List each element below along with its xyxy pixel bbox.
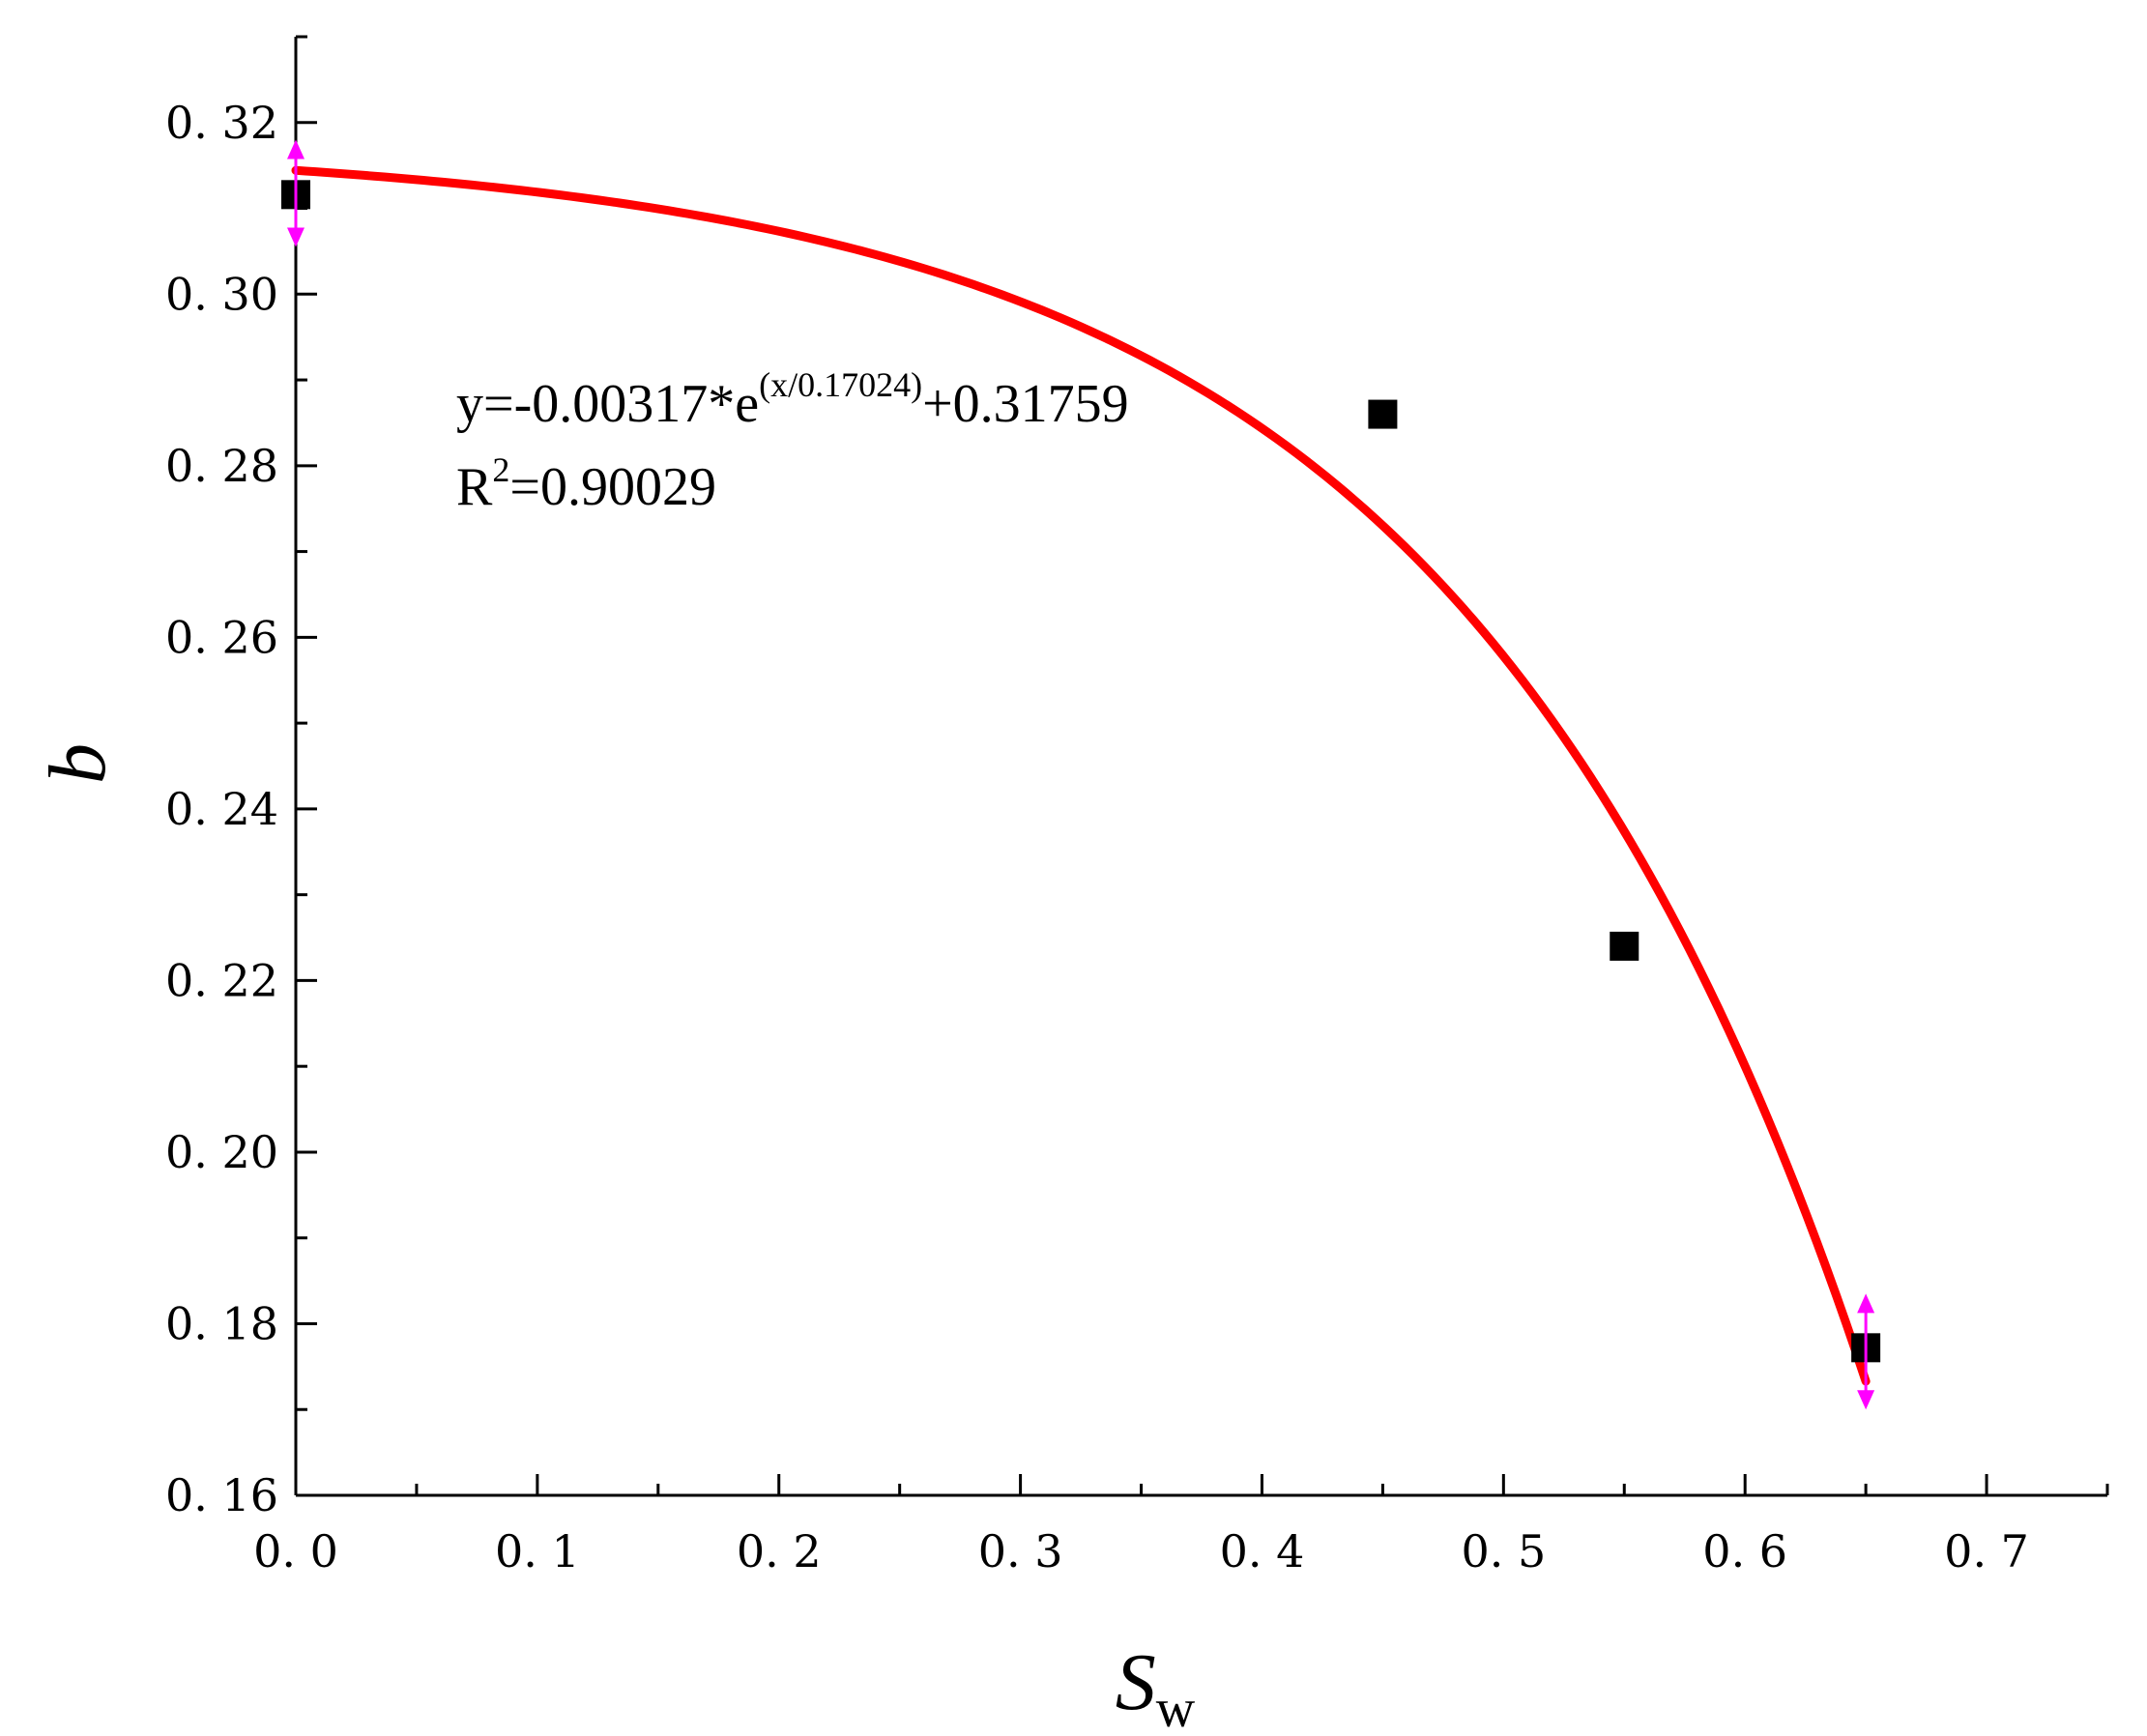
y-tick-label: 0. 26 xyxy=(165,611,278,663)
error-bar-cap-top xyxy=(287,139,305,159)
y-tick-label: 0. 30 xyxy=(165,268,278,320)
error-bar-cap-bottom xyxy=(287,227,305,247)
y-tick-label: 0. 24 xyxy=(165,783,278,835)
y-tick-label: 0. 32 xyxy=(165,97,278,149)
x-tick-label: 0. 0 xyxy=(253,1525,338,1577)
x-tick-label: 0. 4 xyxy=(1220,1525,1305,1577)
data-points xyxy=(281,180,1881,1363)
y-tick-label: 0. 20 xyxy=(165,1126,278,1178)
error-bar-cap-top xyxy=(1857,1293,1875,1314)
y-axis-ticks: 0. 16 0. 18 0. 20 0. 22 0. 24 0. 26 0. 28 0. 30… xyxy=(165,35,317,1521)
y-tick-label: 0. 22 xyxy=(165,954,278,1006)
y-tick-label: 0. 16 xyxy=(165,1469,278,1521)
error-bar-cap-bottom xyxy=(1857,1390,1875,1410)
y-tick-label: 0. 28 xyxy=(165,440,278,492)
data-point xyxy=(1368,399,1398,429)
y-axis-title: b xyxy=(33,743,123,784)
error-bar xyxy=(287,139,305,247)
x-tick-label: 0. 7 xyxy=(1944,1525,2029,1577)
x-axis-title: Sw xyxy=(1116,1637,1196,1736)
r-squared: R2=0.90029 xyxy=(456,450,716,517)
x-tick-label: 0. 6 xyxy=(1702,1525,1787,1577)
axes xyxy=(294,37,2107,1497)
x-tick-label: 0. 1 xyxy=(495,1525,580,1577)
fit-equation: y=-0.00317*e(x/0.17024)+0.31759 xyxy=(456,365,1129,434)
x-axis-ticks: 0. 0 0. 1 0. 2 0. 3 0. 4 0. 5 0. 6 0. 7 xyxy=(253,1474,2109,1577)
y-tick-label: 0. 18 xyxy=(165,1297,278,1349)
x-tick-label: 0. 5 xyxy=(1461,1525,1546,1577)
error-bars xyxy=(287,139,1875,1410)
data-point xyxy=(1610,931,1639,961)
x-tick-label: 0. 3 xyxy=(978,1525,1063,1577)
x-tick-label: 0. 2 xyxy=(737,1525,822,1577)
fit-curve xyxy=(291,165,1871,1386)
error-bar xyxy=(1857,1293,1875,1410)
